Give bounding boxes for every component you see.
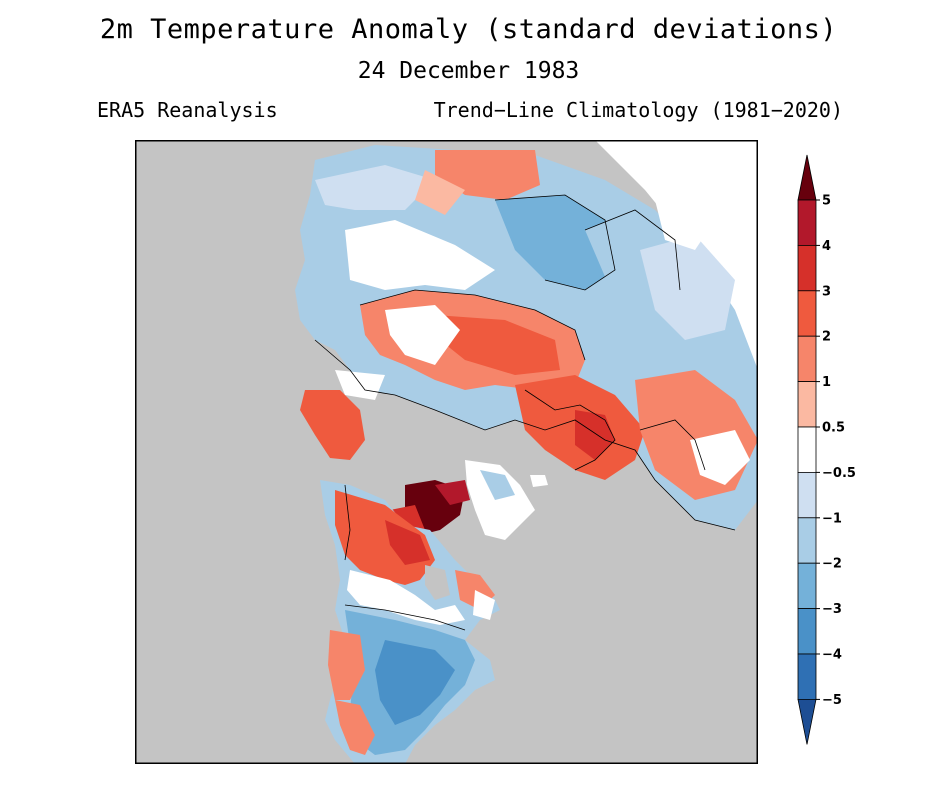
land-east-siberia-red2 [415,170,465,215]
colorbar-tick-label: 4 [822,239,831,254]
border-us-canada [344,604,466,631]
land-india-blue [640,235,735,340]
border-alaska-canada [344,484,351,561]
colorbar-tick-label: 3 [822,284,831,299]
outside-projection [595,140,758,440]
chart-date: 24 December 1983 [357,58,580,84]
border-mideast [639,419,706,471]
land-mideast-white [690,430,750,485]
land-alaska-white [335,370,385,400]
colorbar-tick-label: 1 [822,375,831,390]
colorbar-box-m4_m3 [797,608,817,655]
land-canada-red-core [385,520,430,565]
land-arctic-archipelago-2 [435,480,470,505]
border-eurasia-coast [314,339,736,531]
colorbar-overflow-high [797,154,817,201]
land-india-white [655,200,715,250]
colorbar-tick-label: −2 [822,557,842,572]
land-russia-red-core [435,315,560,375]
border-russia-south [359,289,586,361]
colorbar-tick-label: −5 [822,693,842,708]
colorbar-tick-label: −3 [822,602,842,617]
colorbar-box-0.5_1 [797,381,817,428]
colorbar: 5 4 3 2 1 0.5 −0.5 −1 −2 −3 −4 −5 [797,154,856,745]
colorbar-box-3_4 [797,245,817,292]
land-siberia-blue [315,165,435,210]
border-europe [524,389,616,471]
border-china [494,194,616,291]
land-mexico-red [335,700,375,755]
land-scandinavia-white [385,305,460,365]
colorbar-tick-label: −4 [822,648,842,663]
colorbar-box-4_5 [797,199,817,246]
colorbar-box-m3_m2 [797,562,817,610]
land-canada-white [347,570,465,625]
land-siberia-white [345,220,495,290]
land-quebec-white [473,590,495,620]
colorbar-box-neutral [797,426,817,473]
land-europe-red2 [575,410,615,460]
colorbar-overflow-low [797,699,817,745]
colorbar-tick-label: 5 [822,194,831,209]
map-frame [135,140,758,764]
land-usa-blue-core [375,640,455,725]
colorbar-box-m5_m4 [797,653,817,700]
colorbar-tick-label: 0.5 [822,421,845,436]
land-greenland-blue [480,470,515,500]
colorbar-tick-label: −1 [822,511,842,526]
border-china-india [584,209,681,291]
climatology-label: Trend−Line Climatology (1981−2020) [433,98,843,122]
land-usa-west-red [328,630,365,700]
colorbar-box-m2_m1 [797,517,817,564]
land-hudson-bay [425,565,450,600]
chart-title: 2m Temperature Anomaly (standard deviati… [99,14,838,45]
dataset-label: ERA5 Reanalysis [97,98,278,122]
colorbar-box-1_2 [797,335,817,382]
colorbar-box-m1_m0.5 [797,471,817,519]
land-iceland [530,475,548,487]
land-alaska-red [300,390,365,460]
colorbar-box-2_3 [797,290,817,337]
land-greenland [465,460,535,540]
land-east-siberia-red [435,150,540,200]
colorbar-tick-label: 2 [822,330,831,345]
land-central-asia-blue [495,195,615,290]
anomaly-map [135,140,758,764]
colorbar-tick-label: −0.5 [822,466,856,481]
